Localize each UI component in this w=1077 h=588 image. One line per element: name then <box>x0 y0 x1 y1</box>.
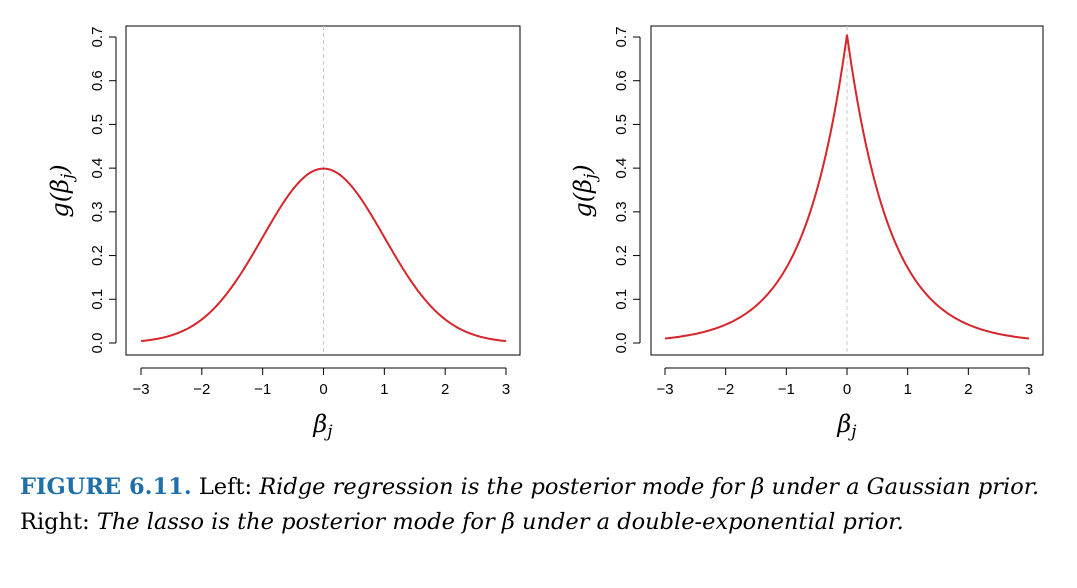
y-tick-label: 0.0 <box>613 333 630 354</box>
y-tick-label: 0.6 <box>613 70 630 91</box>
x-tick-label: −3 <box>132 381 149 398</box>
y-axis-label: g(βj) <box>569 164 601 217</box>
y-tick-label: 0.6 <box>89 70 106 91</box>
caption-left-text: Ridge regression is the posterior mode f… <box>259 474 1040 500</box>
x-tick-label: 2 <box>441 381 449 398</box>
x-axis-label: βj <box>836 410 857 442</box>
y-tick-label: 0.1 <box>613 289 630 310</box>
x-tick-label: 1 <box>380 381 388 398</box>
x-tick-label: 2 <box>964 381 972 398</box>
y-tick-label: 0.2 <box>89 245 106 266</box>
plot-panel-left: −3 −2 −1 0 1 2 3 0.0 0.1 0.2 0.3 0.4 0.5 0.6 0.7 g(βj) β… <box>46 25 521 442</box>
y-tick-label: 0.5 <box>89 114 106 135</box>
x-tick-label: −2 <box>717 381 734 398</box>
x-tick-label: 0 <box>319 381 327 398</box>
figure-panels: −3 −2 −1 0 1 2 3 0.0 0.1 0.2 0.3 0.4 0.5 0.6 0.7 g(βj) β… <box>46 25 1044 442</box>
y-tick-label: 0.4 <box>613 158 630 179</box>
caption-left-prefix: Left: <box>198 474 253 500</box>
plot-panel-right: −3 −2 −1 0 1 2 3 0.0 0.1 0.2 0.3 0.4 0.5 0.6 0.7 g(βj) β… <box>569 25 1044 442</box>
caption-right-text: The lasso is the posterior mode for β un… <box>96 509 904 535</box>
y-tick-label: 0.1 <box>89 289 106 310</box>
y-tick-label: 0.7 <box>89 27 106 48</box>
x-tick-label: −3 <box>656 381 673 398</box>
y-tick-label: 0.2 <box>613 245 630 266</box>
x-tick-label: −2 <box>193 381 210 398</box>
y-tick-label: 0.3 <box>89 201 106 222</box>
x-tick-label: −1 <box>778 381 795 398</box>
x-tick-label: −1 <box>254 381 271 398</box>
x-axis-label: βj <box>312 410 333 442</box>
density-curve <box>140 167 507 343</box>
caption-figure-label: FIGURE 6.11. <box>20 474 192 500</box>
x-tick-label: 3 <box>502 381 510 398</box>
y-tick-label: 0.0 <box>89 333 106 354</box>
y-tick-label: 0.5 <box>613 114 630 135</box>
y-tick-label: 0.3 <box>613 201 630 222</box>
caption-right-prefix: Right: <box>20 509 90 535</box>
y-tick-label: 0.7 <box>613 27 630 48</box>
x-tick-label: 3 <box>1025 381 1033 398</box>
y-axis-label: g(βj) <box>46 164 78 217</box>
density-curve <box>664 34 1030 340</box>
x-tick-label: 0 <box>843 381 851 398</box>
figure-caption: FIGURE 6.11. Left: Ridge regression is t… <box>20 470 1065 540</box>
x-tick-label: 1 <box>903 381 911 398</box>
y-tick-label: 0.4 <box>89 158 106 179</box>
